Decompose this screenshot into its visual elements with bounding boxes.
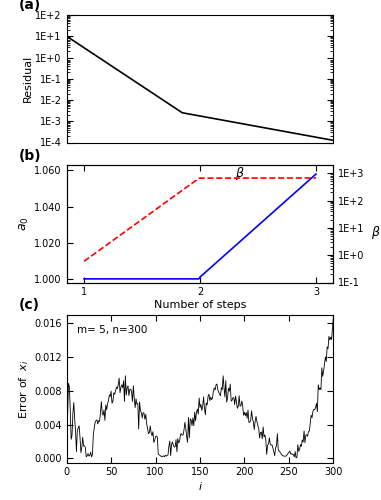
Y-axis label: Error of  $x_i$: Error of $x_i$ xyxy=(18,359,31,418)
Y-axis label: Residual: Residual xyxy=(22,55,32,102)
Text: (c): (c) xyxy=(19,298,40,312)
X-axis label: $i$: $i$ xyxy=(197,480,203,492)
Text: (b): (b) xyxy=(19,148,41,162)
Text: $\beta$: $\beta$ xyxy=(235,165,244,182)
Y-axis label: $\beta$: $\beta$ xyxy=(371,224,381,241)
X-axis label: Number of steps: Number of steps xyxy=(154,300,246,310)
Y-axis label: $a_0$: $a_0$ xyxy=(18,216,31,231)
Text: m= 5, n=300: m= 5, n=300 xyxy=(77,326,148,336)
Text: (a): (a) xyxy=(19,0,41,12)
